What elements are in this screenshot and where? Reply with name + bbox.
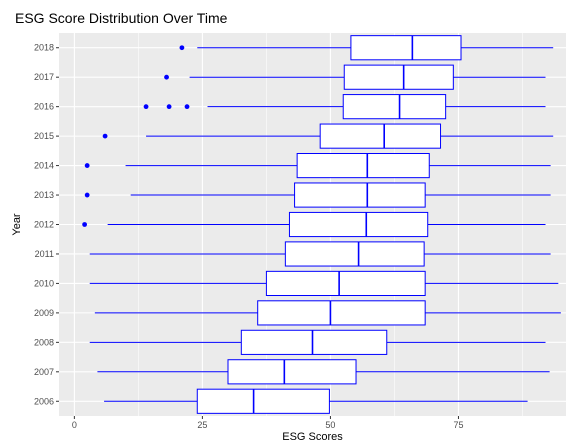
iqr-box <box>288 211 429 238</box>
outlier-point <box>102 133 108 139</box>
iqr-box <box>265 270 426 297</box>
boxes-layer <box>82 35 561 414</box>
box-2015 <box>102 123 554 149</box>
y-tick-label: 2013 <box>34 190 54 200</box>
outlier-point <box>166 104 172 110</box>
x-axis-title: ESG Scores <box>282 431 343 443</box>
iqr-box <box>319 123 442 149</box>
iqr-box <box>284 241 425 267</box>
box-2010 <box>89 270 559 297</box>
box-2017 <box>164 64 546 90</box>
box-2018 <box>179 35 554 61</box>
x-tick-label: 50 <box>325 420 335 430</box>
box-2009 <box>94 300 561 326</box>
outlier-point <box>179 45 185 51</box>
outlier-point <box>164 74 169 80</box>
y-tick-label: 2015 <box>34 131 54 141</box>
iqr-box <box>227 359 357 385</box>
iqr-box <box>257 300 426 326</box>
y-tick-label: 2008 <box>34 337 54 347</box>
y-tick-label: 2014 <box>34 161 54 171</box>
box-2014 <box>84 152 551 179</box>
iqr-box <box>294 182 426 208</box>
outlier-point <box>84 192 90 198</box>
outlier-point <box>143 104 149 110</box>
y-tick-label: 2012 <box>34 220 54 230</box>
x-tick-label: 25 <box>197 420 207 430</box>
x-tick-label: 0 <box>72 420 77 430</box>
box-2012 <box>82 211 546 238</box>
box-2007 <box>97 359 550 385</box>
y-axis-ticks: 2006 2007 2008 2009 2010 2011 2012 2013 2014 2015… <box>34 43 59 406</box>
y-tick-label: 2010 <box>34 278 54 288</box>
iqr-box <box>343 64 454 90</box>
y-tick-label: 2018 <box>34 43 54 53</box>
y-axis-title: Year <box>11 213 23 236</box>
x-tick-label: 75 <box>453 420 463 430</box>
box-2013 <box>84 182 551 208</box>
box-2011 <box>89 241 551 267</box>
box-2008 <box>89 329 546 355</box>
outlier-point <box>82 222 88 227</box>
outlier-point <box>84 163 90 168</box>
iqr-box <box>296 152 430 179</box>
y-tick-label: 2006 <box>34 396 54 406</box>
box-2016 <box>143 94 546 120</box>
y-tick-label: 2017 <box>34 72 54 82</box>
x-axis-ticks: 0 25 50 75 <box>72 416 463 430</box>
iqr-box <box>342 94 447 120</box>
y-tick-label: 2007 <box>34 367 54 377</box>
y-tick-label: 2011 <box>35 249 54 259</box>
iqr-box <box>350 35 462 61</box>
outlier-point <box>184 104 190 110</box>
y-tick-label: 2009 <box>34 308 54 318</box>
iqr-box <box>240 329 388 355</box>
iqr-box <box>196 388 330 414</box>
box-2006 <box>104 388 528 414</box>
y-tick-label: 2016 <box>34 102 54 112</box>
chart-title: ESG Score Distribution Over Time <box>15 10 228 26</box>
